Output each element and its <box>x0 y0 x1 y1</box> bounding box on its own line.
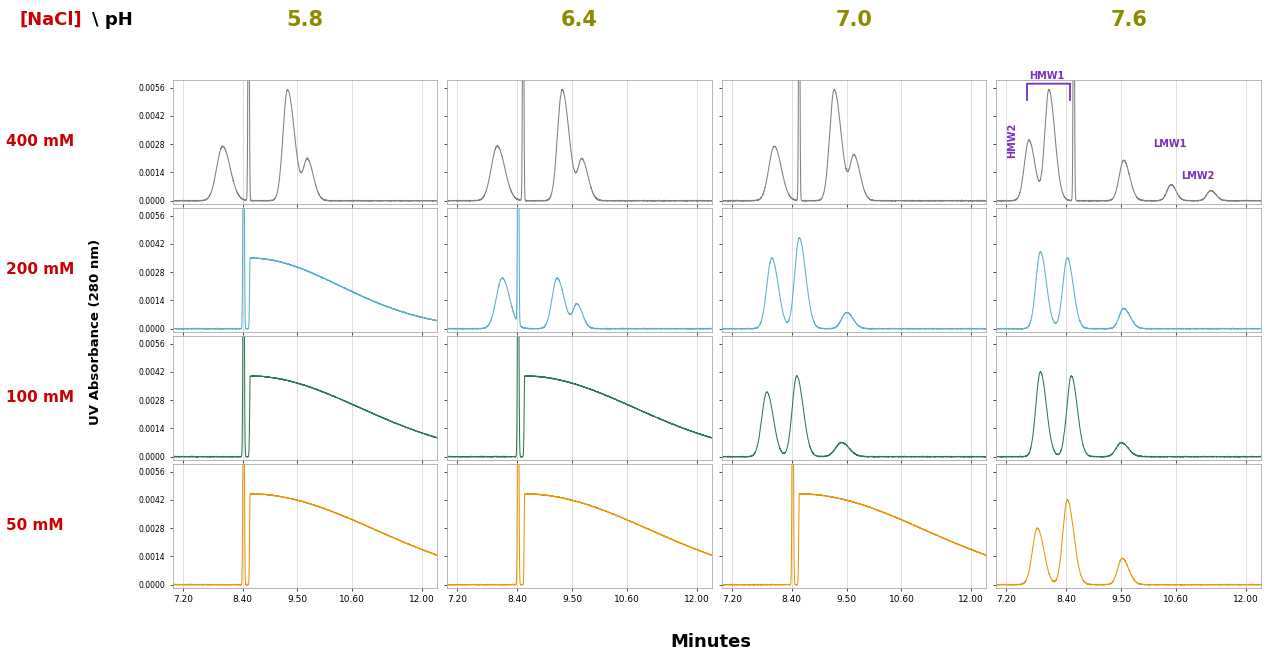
Text: UV Absorbance (280 nm): UV Absorbance (280 nm) <box>90 239 102 425</box>
Text: 400 mM: 400 mM <box>6 134 74 149</box>
Text: 7.6: 7.6 <box>1110 10 1147 30</box>
Text: HMW1: HMW1 <box>1029 70 1064 81</box>
Text: 200 mM: 200 mM <box>6 262 74 277</box>
Text: 6.4: 6.4 <box>561 10 598 30</box>
Text: 5.8: 5.8 <box>287 10 324 30</box>
Text: 100 mM: 100 mM <box>6 390 74 405</box>
Text: LMW1: LMW1 <box>1153 139 1187 149</box>
Text: Minutes: Minutes <box>669 633 751 651</box>
Text: HMW2: HMW2 <box>1007 123 1018 158</box>
Text: 7.0: 7.0 <box>836 10 873 30</box>
Text: \ pH: \ pH <box>92 11 133 29</box>
Text: 50 mM: 50 mM <box>6 518 64 533</box>
Text: [NaCl]: [NaCl] <box>19 11 82 29</box>
Text: LMW2: LMW2 <box>1181 171 1215 181</box>
